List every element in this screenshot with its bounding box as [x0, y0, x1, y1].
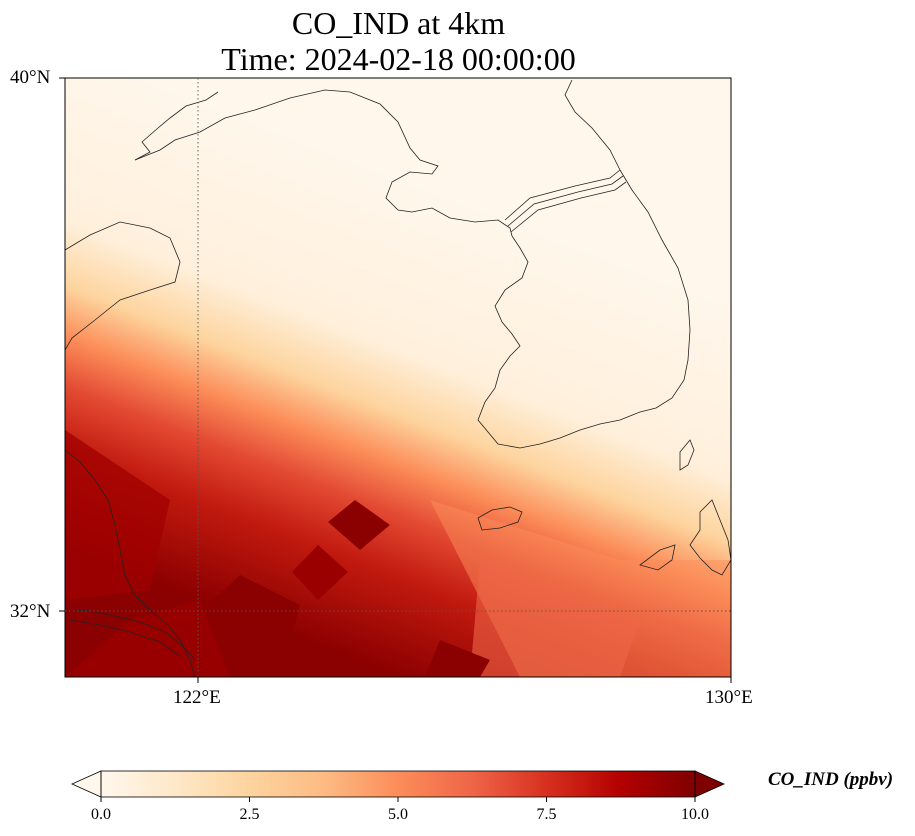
hotspot-2: [292, 545, 348, 600]
hotspot-3: [208, 575, 300, 660]
lon-label-130e: 130°E: [705, 687, 753, 708]
colorbar: [71, 770, 725, 802]
colorbar-tick-3: 7.5: [536, 806, 557, 823]
map-title-line-2: Time: 2024-02-18 00:00:00: [221, 41, 576, 77]
concentration-field: [65, 78, 731, 677]
colorbar-tick-4: 10.0: [681, 806, 709, 823]
lat-label-32n: 32°N: [10, 601, 51, 622]
hotspot-1: [328, 500, 390, 550]
lon-label-122e: 122°E: [173, 687, 221, 708]
hotspot-4: [425, 640, 490, 677]
lat-label-40n: 40°N: [10, 67, 51, 88]
colorbar-extend-max: [694, 770, 725, 798]
axis-ticks: [59, 77, 732, 683]
colorbar-extend-min: [71, 770, 102, 798]
colorbar-label: CO_IND (ppbv): [768, 769, 894, 790]
colorbar-gradient: [101, 771, 695, 797]
map-title-line-1: CO_IND at 4km: [291, 5, 506, 41]
coastlines: [65, 79, 731, 677]
colorbar-tick-0: 0.0: [91, 806, 111, 823]
colorbar-tick-1: 2.5: [239, 806, 260, 823]
map-frame: [64, 77, 732, 678]
colorbar-tick-2: 5.0: [388, 806, 408, 823]
gridlines: [65, 78, 731, 677]
